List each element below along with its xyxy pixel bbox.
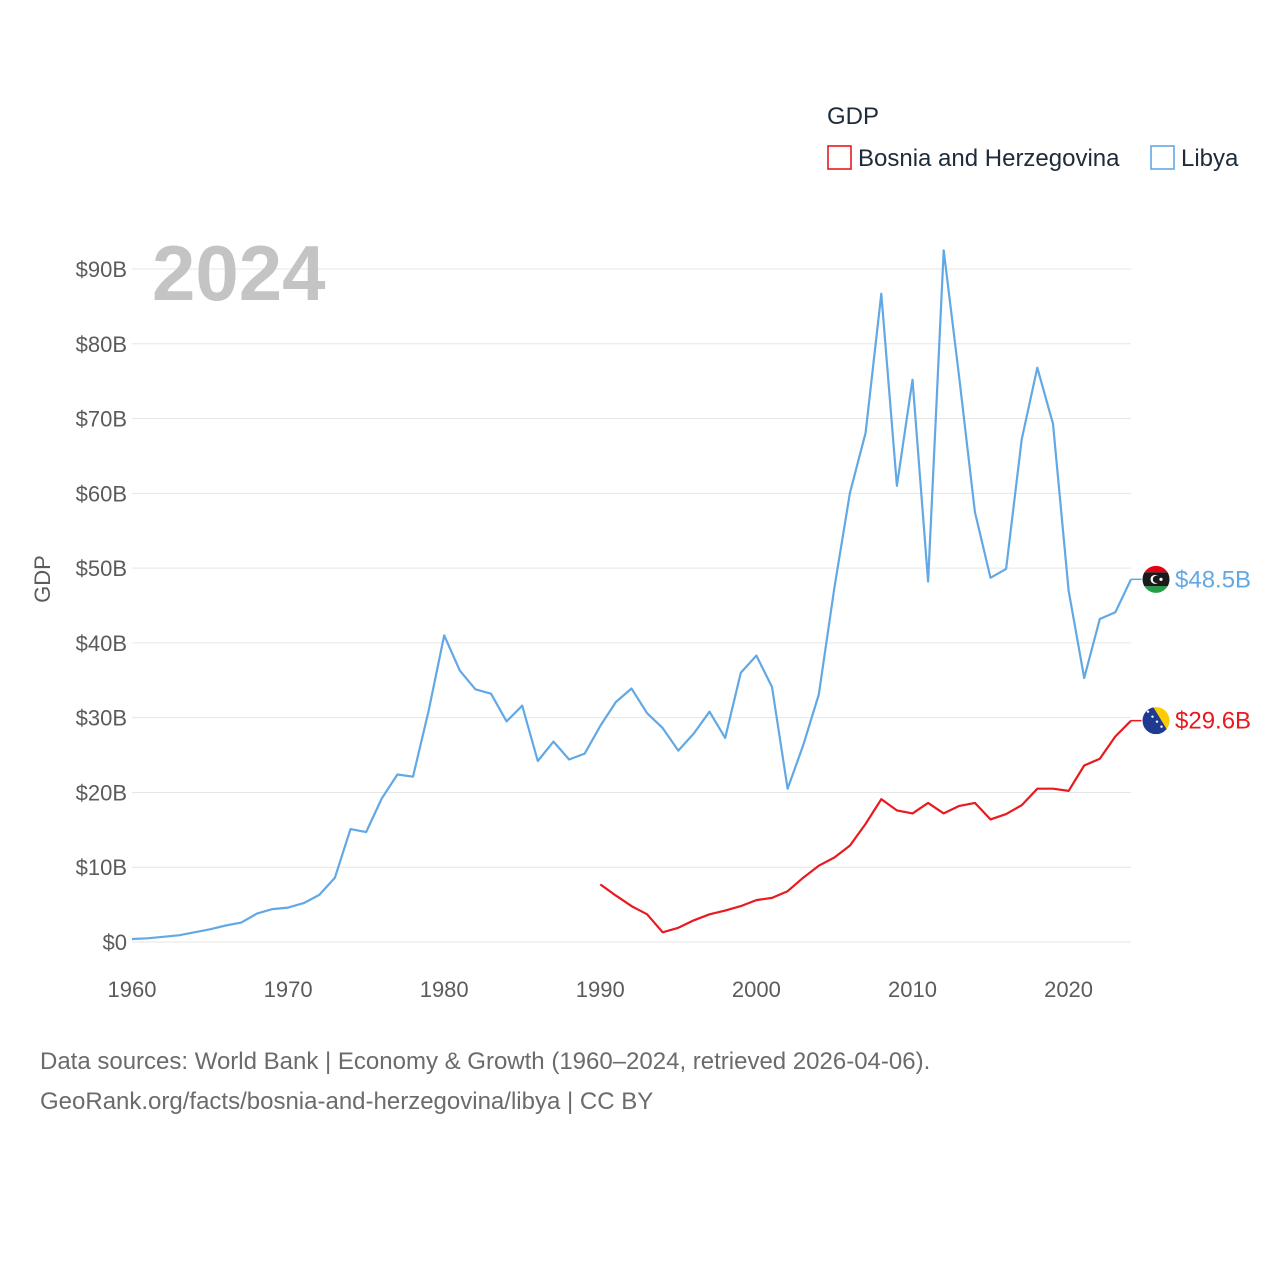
end-label-libya: $48.5B — [1175, 566, 1251, 593]
x-tick-label: 1980 — [420, 977, 469, 1002]
legend-title: GDP — [827, 103, 879, 130]
legend-swatch-bosnia — [827, 145, 852, 170]
y-tick-label: $50B — [76, 556, 127, 581]
bosnia-flag-icon — [1141, 706, 1171, 736]
y-tick-label: $80B — [76, 332, 127, 357]
y-tick-label: $0 — [103, 930, 127, 955]
end-label-bosnia: $29.6B — [1175, 708, 1251, 735]
y-tick-label: $30B — [76, 706, 127, 731]
legend-label-bosnia: Bosnia and Herzegovina — [858, 145, 1120, 172]
y-axis-ticks: $0 $10B $20B $30B $40B $50B $60B $70B $80B $90B — [76, 257, 127, 955]
year-watermark: 2024 — [152, 229, 326, 317]
y-axis-label: GDP — [30, 555, 55, 603]
series-lines — [131, 249, 1132, 941]
y-tick-label: $20B — [76, 780, 127, 805]
x-tick-label: 1960 — [108, 977, 157, 1002]
legend: GDP Bosnia and Herzegovina Libya — [827, 103, 1239, 172]
source-footer: Data sources: World Bank | Economy & Gro… — [40, 1042, 930, 1122]
x-tick-label: 1970 — [264, 977, 313, 1002]
x-tick-label: 2010 — [888, 977, 937, 1002]
x-tick-label: 2020 — [1044, 977, 1093, 1002]
x-tick-label: 2000 — [732, 977, 781, 1002]
legend-label-libya: Libya — [1181, 145, 1239, 172]
gridlines — [132, 268, 1131, 943]
y-tick-label: $60B — [76, 481, 127, 506]
legend-swatch-libya — [1150, 145, 1175, 170]
end-labels: $29.6B $48.5B — [1131, 564, 1251, 736]
y-tick-label: $90B — [76, 257, 127, 282]
legend-item-bosnia[interactable]: Bosnia and Herzegovina — [827, 145, 1120, 172]
y-tick-label: $10B — [76, 855, 127, 880]
series-line-bosnia — [599, 719, 1132, 934]
y-tick-label: $70B — [76, 407, 127, 432]
series-line-libya — [131, 249, 1132, 941]
x-tick-label: 1990 — [576, 977, 625, 1002]
legend-item-libya[interactable]: Libya — [1150, 145, 1239, 172]
gdp-line-chart: $0 $10B $20B $30B $40B $50B $60B $70B $80B $90B 1… — [30, 103, 1251, 1002]
x-axis-ticks: 1960 1970 1980 1990 2000 2010 2020 — [108, 977, 1094, 1002]
y-tick-label: $40B — [76, 631, 127, 656]
attribution-line[interactable]: GeoRank.org/facts/bosnia-and-herzegovina… — [40, 1088, 654, 1115]
source-line: Data sources: World Bank | Economy & Gro… — [40, 1048, 931, 1075]
libya-flag-icon — [1141, 564, 1171, 594]
